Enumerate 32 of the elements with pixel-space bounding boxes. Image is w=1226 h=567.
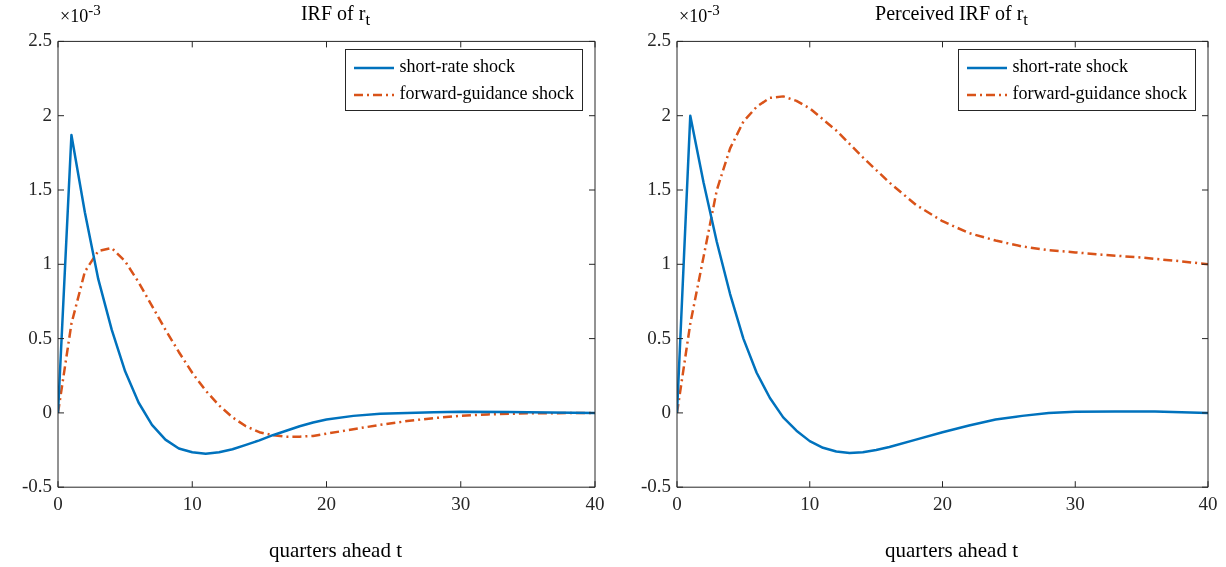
- x-tick-label: 10: [800, 492, 820, 514]
- chart-title: IRF of r$_{t}$: [300, 2, 371, 29]
- x-tick-label: 20: [933, 492, 952, 514]
- x-tick-label: 40: [585, 492, 605, 514]
- x-tick-label: 20: [317, 492, 336, 514]
- y-tick-label: 1.5: [28, 177, 52, 199]
- y-tick-label: 0.5: [647, 326, 671, 348]
- y-tick-label: 2: [661, 103, 671, 125]
- y-tick-label: 1.5: [647, 177, 671, 199]
- y-tick-label: 1: [42, 252, 52, 274]
- text: ×10$^{-3}$: [60, 2, 101, 27]
- y-tick-label: 0: [42, 400, 52, 422]
- y-tick-label: 1: [661, 252, 671, 274]
- y-tick-label: 2.5: [647, 29, 671, 51]
- legend-label: short-rate shock: [1012, 56, 1129, 77]
- y-tick-label: 0: [661, 400, 671, 422]
- y-tick-label: -0.5: [640, 475, 671, 497]
- y-tick-label: 2.5: [28, 29, 52, 51]
- chart-title: Perceived IRF of r$_{t}$: [875, 2, 1028, 29]
- x-tick-label: 30: [1065, 492, 1085, 514]
- x-axis-title: quarters ahead t: [268, 538, 403, 563]
- text: ×10$^{-3}$: [679, 2, 720, 27]
- legend-label: short-rate shock: [399, 56, 516, 77]
- y-tick-label: 2: [42, 103, 52, 125]
- x-axis-title: quarters ahead t: [884, 538, 1019, 563]
- x-tick-label: 10: [182, 492, 202, 514]
- x-tick-label: 40: [1198, 492, 1218, 514]
- x-tick-label: 30: [451, 492, 471, 514]
- legend-label: forward-guidance shock: [399, 83, 574, 104]
- y-tick-label: -0.5: [21, 475, 52, 497]
- y-tick-label: 0.5: [28, 326, 52, 348]
- legend-label: forward-guidance shock: [1012, 83, 1187, 104]
